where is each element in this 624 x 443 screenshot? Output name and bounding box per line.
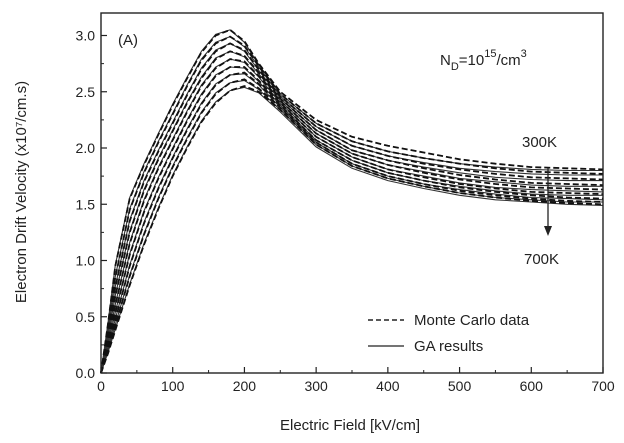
monte-carlo-series-line — [100, 28, 604, 374]
doping-tail: /cm — [497, 52, 521, 69]
x-axis-title: Electric Field [kV/cm] — [280, 417, 420, 434]
monte-carlo-series-line — [100, 71, 604, 374]
doping-annotation: ND=1015/cm3 — [440, 48, 527, 73]
ticks-layer: 0 100 200 300 400 500 600 700 0.0 0.5 1.0 1.5 2.0 2.5… — [76, 28, 615, 395]
y-tick-label: 3.0 — [76, 28, 96, 44]
x-tick-label: 0 — [97, 378, 105, 394]
doping-sub: D — [451, 61, 459, 73]
monte-carlo-series-line — [100, 66, 604, 374]
monte-carlo-series-line — [100, 50, 604, 374]
monte-carlo-series-line — [100, 58, 604, 374]
monte-carlo-series-line — [100, 78, 604, 374]
doping-base: N — [440, 52, 451, 69]
y-tick-label: 0.0 — [76, 365, 96, 381]
temp-arrow-head — [544, 226, 552, 236]
x-tick-label: 400 — [376, 378, 400, 394]
monte-carlo-series-line — [100, 85, 604, 374]
monte-carlo-series-line — [100, 35, 604, 374]
y-tick-label: 0.5 — [76, 309, 96, 325]
doping-sup2: 3 — [521, 48, 527, 60]
doping-mid: =10 — [459, 52, 484, 69]
monte-carlo-series-line — [100, 42, 604, 374]
y-tick-label: 1.5 — [76, 196, 96, 212]
ga-series-line — [100, 73, 604, 374]
x-tick-label: 100 — [161, 378, 185, 394]
y-tick-label: 1.0 — [76, 253, 96, 269]
x-tick-label: 500 — [448, 378, 472, 394]
series-layer — [100, 28, 604, 374]
x-tick-label: 200 — [233, 378, 257, 394]
panel-label: (A) — [118, 32, 138, 49]
x-tick-label: 300 — [304, 378, 328, 394]
ga-series-line — [100, 86, 604, 374]
temp-high-label: 300K — [522, 134, 557, 151]
legend-label-monte-carlo: Monte Carlo data — [414, 312, 530, 329]
legend: Monte Carlo data GA results — [368, 312, 530, 355]
temp-low-label: 700K — [524, 251, 559, 268]
x-tick-label: 700 — [591, 378, 615, 394]
doping-sup: 15 — [484, 48, 496, 60]
x-tick-label: 600 — [520, 378, 544, 394]
y-tick-label: 2.0 — [76, 140, 96, 156]
legend-label-ga: GA results — [414, 338, 483, 355]
y-tick-label: 2.5 — [76, 84, 96, 100]
y-axis-title: Electron Drift Velocity (x10⁷/cm.s) — [13, 81, 30, 303]
